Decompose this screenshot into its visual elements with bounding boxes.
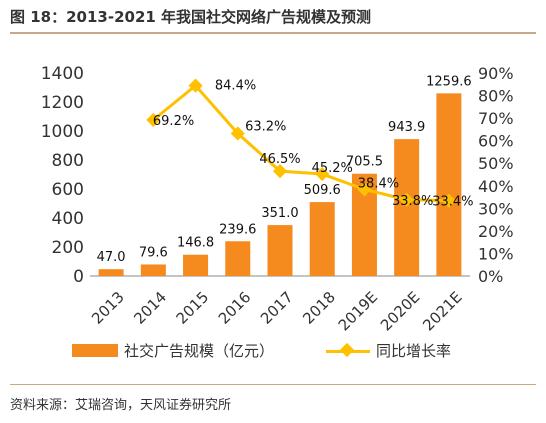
line-marker [399, 192, 414, 207]
bar-value-label: 239.6 [219, 222, 256, 237]
bar-value-label: 47.0 [97, 250, 126, 265]
y-right-tick-label: 0% [478, 267, 503, 286]
line-marker [357, 182, 372, 197]
growth-value-label: 69.2% [153, 114, 194, 129]
y-right-tick-label: 20% [478, 222, 514, 241]
y-left-tick-label: 600 [52, 180, 84, 200]
y-left-tick-label: 0 [73, 267, 84, 287]
source-divider [10, 384, 536, 385]
bar [267, 225, 293, 276]
y-right-tick-label: 90% [478, 64, 514, 83]
y-right-tick-label: 30% [478, 199, 514, 218]
y-left-tick-label: 1000 [41, 122, 84, 142]
line-marker [272, 164, 288, 179]
chart-title: 图 18：2013-2021 年我国社交网络广告规模及预测 [10, 8, 372, 26]
bar-value-label: 943.9 [388, 120, 425, 135]
bar-value-label: 351.0 [261, 206, 298, 221]
legend-line-swatch [326, 343, 370, 359]
y-right-tick-label: 70% [478, 109, 514, 128]
growth-line [152, 84, 449, 203]
x-tick-label: 2020E [377, 288, 423, 334]
bar [140, 264, 166, 276]
legend-bar-label: 社交广告规模（亿元） [124, 342, 275, 360]
bar [98, 269, 124, 276]
x-tick-label: 2015 [173, 288, 213, 328]
source-note: 资料来源：艾瑞咨询，天风证券研究所 [10, 398, 232, 413]
legend-line-label: 同比增长率 [376, 342, 452, 360]
growth-value-label: 33.4% [432, 195, 473, 210]
growth-line-series [146, 78, 456, 208]
y-left-tick-label: 1200 [41, 93, 84, 113]
bar [309, 202, 335, 276]
bar-value-label: 509.6 [304, 183, 341, 198]
bar [183, 254, 209, 276]
bar-value-label: 1259.6 [426, 74, 472, 89]
y-left-tick-label: 200 [52, 238, 84, 258]
bar [394, 139, 420, 276]
y-right-tick-label: 60% [478, 132, 514, 151]
x-tick-label: 2013 [88, 288, 128, 328]
line-marker [315, 166, 330, 182]
line-marker [230, 126, 245, 141]
y-left-tick-label: 1400 [41, 64, 84, 84]
bar [225, 241, 251, 276]
x-tick-label: 2017 [257, 288, 297, 328]
title-divider [10, 32, 536, 34]
growth-value-label: 33.8% [392, 194, 433, 209]
x-tick-label: 2021E [419, 288, 465, 334]
x-tick-label: 2016 [215, 288, 255, 328]
legend-bar-item: 社交广告规模（亿元） [72, 340, 274, 361]
data-labels: 47.0 79.6 146.8 239.6 351.0 509.6 705.5 943.9 12… [97, 74, 474, 265]
growth-value-label: 45.2% [312, 161, 353, 176]
x-tick-label: 2014 [130, 288, 170, 328]
legend-bar-swatch [72, 344, 118, 357]
y-left-tick-label: 800 [52, 151, 84, 171]
y-left-tick-label: 400 [52, 209, 84, 229]
legend-line-item: 同比增长率 [326, 340, 451, 361]
bar-value-label: 146.8 [177, 236, 214, 251]
x-tick-label: 2019E [335, 288, 381, 334]
growth-value-label: 46.5% [259, 152, 300, 167]
line-marker [441, 193, 456, 208]
y-right-tick-label: 10% [478, 244, 514, 263]
bar [436, 93, 462, 276]
bar-value-label: 705.5 [346, 155, 383, 170]
growth-value-label: 84.4% [215, 79, 256, 94]
y-right-tick-label: 40% [478, 177, 514, 196]
bar-value-label: 79.6 [139, 245, 168, 260]
growth-value-label: 38.4% [358, 176, 399, 191]
y-right-tick-label: 50% [478, 154, 514, 173]
growth-value-label: 63.2% [245, 119, 286, 134]
x-tick-label: 2018 [299, 288, 339, 328]
y-right-tick-label: 80% [478, 87, 514, 106]
